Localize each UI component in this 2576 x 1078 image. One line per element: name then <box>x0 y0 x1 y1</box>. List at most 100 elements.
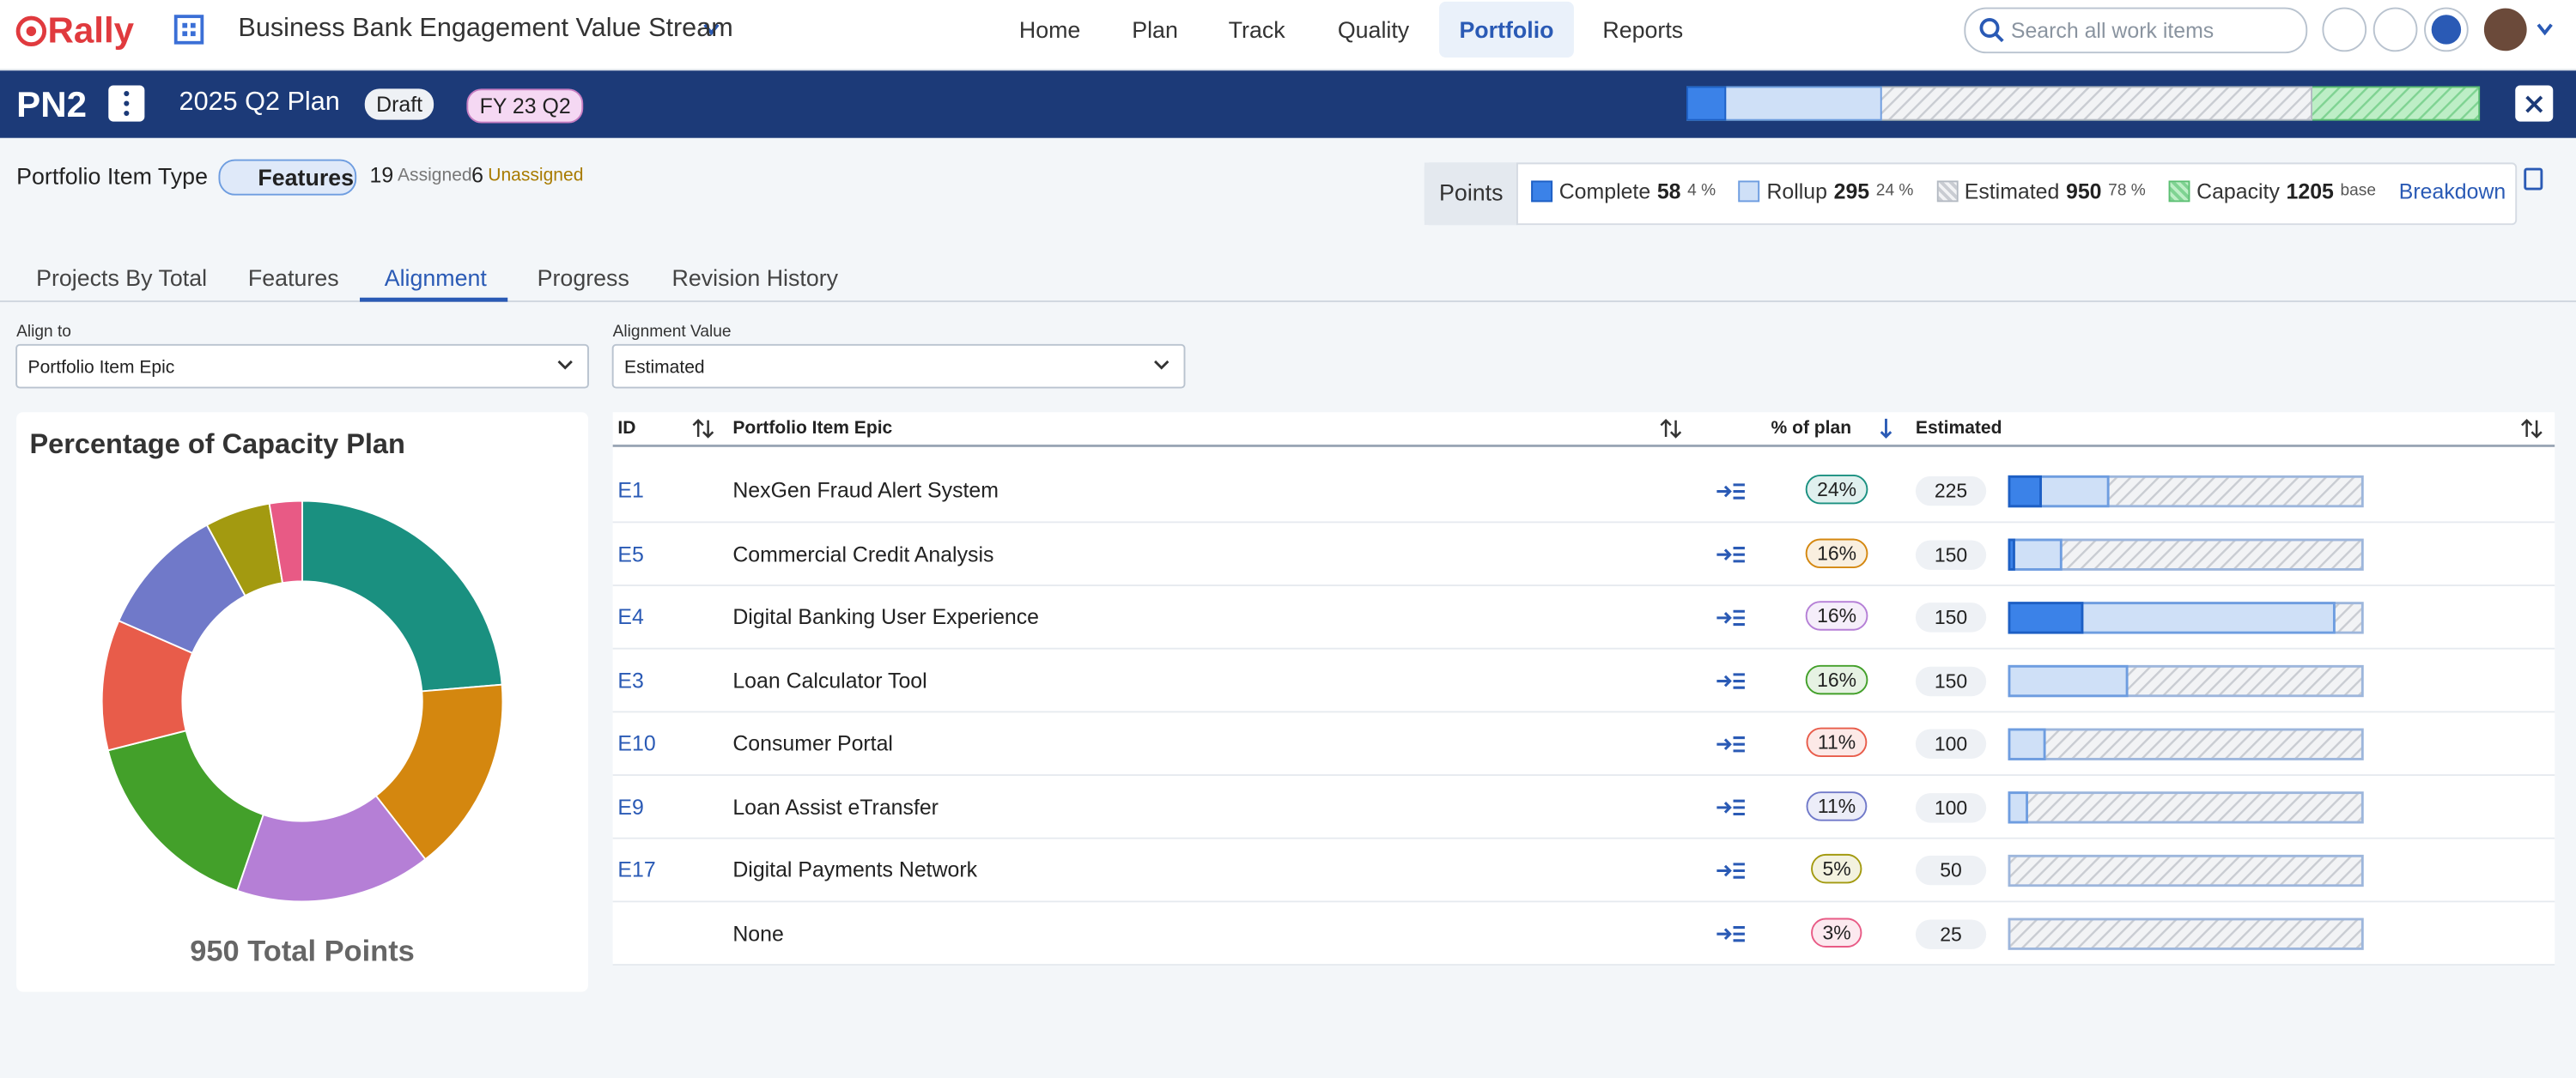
estimate-pill: 225 <box>1915 476 1987 506</box>
column-header[interactable]: Portfolio Item Epic <box>732 418 893 439</box>
nav-tab[interactable]: Plan <box>1132 16 1178 43</box>
row-id[interactable]: E5 <box>617 541 644 566</box>
tab[interactable]: Projects By Total <box>36 264 208 291</box>
align-icon[interactable] <box>1716 799 1745 816</box>
align-icon-path <box>1716 547 1745 563</box>
estimate-bar <box>2008 791 2364 824</box>
chart-title: Percentage of Capacity Plan <box>29 428 405 460</box>
complete-bar <box>2008 538 2015 571</box>
sort-desc-icon[interactable] <box>1880 418 1893 439</box>
legend-note: 4 % <box>1687 182 1716 201</box>
nav-tab[interactable]: Portfolio <box>1459 16 1554 43</box>
list-button[interactable] <box>2322 7 2367 52</box>
select-box[interactable] <box>611 343 1186 389</box>
complete-bar <box>2008 602 2084 634</box>
sort-icon[interactable] <box>2521 419 2543 439</box>
align-icon[interactable] <box>1716 926 1745 942</box>
row-id[interactable]: E3 <box>617 668 644 693</box>
avatar[interactable] <box>2483 8 2527 51</box>
legend-value: 58 <box>1656 179 1681 204</box>
filter-value[interactable]: Estimated <box>624 358 705 379</box>
tab[interactable]: Revision History <box>671 264 839 291</box>
donut-slice <box>268 500 304 584</box>
row-id[interactable]: E17 <box>617 857 656 882</box>
assigned-label: Assigned <box>398 166 472 186</box>
legend-swatch <box>1936 180 1959 203</box>
nav-tab[interactable]: Home <box>1018 16 1081 43</box>
align-icon[interactable] <box>1716 547 1745 563</box>
row-id[interactable]: E1 <box>617 478 644 503</box>
rollup-bar <box>2008 538 2063 571</box>
legend-note: 78 % <box>2108 182 2146 201</box>
filter-value[interactable]: Portfolio Item Epic <box>27 358 175 379</box>
row-name: Commercial Credit Analysis <box>732 541 994 566</box>
export-icon[interactable] <box>2524 167 2543 191</box>
nav-tab[interactable]: Reports <box>1602 16 1684 43</box>
percent-pill: 16% <box>1805 664 1868 694</box>
align-icon[interactable] <box>1716 673 1745 689</box>
select-caret <box>1154 360 1170 370</box>
item-type-label: Portfolio Item Type <box>16 162 208 190</box>
column-header[interactable]: Estimated <box>1915 418 2002 439</box>
item-type-pill[interactable] <box>218 159 357 196</box>
row-id[interactable]: E4 <box>617 604 644 630</box>
align-icon-path <box>1716 483 1745 500</box>
nav-tab[interactable]: Track <box>1228 16 1285 43</box>
building-icon[interactable] <box>173 15 204 45</box>
breakdown-link[interactable]: Breakdown <box>2398 179 2506 204</box>
active-tab-bg <box>1439 1 1574 58</box>
row-name: Digital Banking User Experience <box>732 604 1040 630</box>
rollup-bar <box>2008 728 2046 760</box>
total-value: 950 <box>190 934 240 967</box>
avatar-caret[interactable] <box>2537 23 2553 36</box>
item-type[interactable]: Features <box>258 164 355 191</box>
total-label: Total Points <box>247 934 415 967</box>
filter-label: Alignment Value <box>612 323 732 342</box>
select-box[interactable] <box>15 343 589 389</box>
align-icon-path <box>1716 609 1745 627</box>
align-icon[interactable] <box>1716 483 1745 500</box>
logo[interactable]: Rally <box>47 9 135 51</box>
row-id[interactable]: E10 <box>617 730 656 756</box>
tab[interactable]: Alignment <box>384 264 487 291</box>
workspace-caret[interactable] <box>703 23 720 36</box>
align-icon[interactable] <box>1716 863 1745 879</box>
legend-name: Rollup <box>1766 179 1827 204</box>
column-header[interactable]: ID <box>617 418 636 439</box>
legend-swatch <box>1738 180 1760 203</box>
legend-swatch <box>1531 180 1553 203</box>
timebox-pill: FY 23 Q2 <box>466 88 584 124</box>
column-header[interactable]: % of plan <box>1771 418 1852 439</box>
bot-button[interactable] <box>2372 7 2418 52</box>
percent-pill: 11% <box>1806 728 1868 758</box>
legend-name: Complete <box>1558 179 1651 204</box>
search-box[interactable] <box>1964 7 2308 54</box>
tab[interactable]: Progress <box>537 264 629 291</box>
align-icon-path <box>1716 863 1745 879</box>
align-icon[interactable] <box>1716 736 1745 753</box>
points-box <box>1424 162 2518 226</box>
donut-slice <box>106 730 264 892</box>
align-icon[interactable] <box>1716 609 1745 627</box>
search-placeholder[interactable]: Search all work items <box>2010 18 2215 43</box>
align-icon-path <box>1716 736 1745 753</box>
rollup-bar <box>2008 664 2129 698</box>
estimate-pill: 150 <box>1915 603 1987 633</box>
row-name: None <box>732 920 784 946</box>
tab-divider <box>0 300 2576 303</box>
legend-note: 24 % <box>1875 182 1914 201</box>
estimate-pill: 100 <box>1915 729 1987 760</box>
sort-icon[interactable] <box>692 419 714 439</box>
tab[interactable]: Features <box>247 264 339 291</box>
estimate-bar <box>2008 918 2364 950</box>
row-id[interactable]: E9 <box>617 794 644 820</box>
legend-item: Capacity 1205 base <box>2168 179 2376 203</box>
workspace[interactable]: Business Bank Engagement Value Stream <box>238 15 733 43</box>
sort-icon[interactable] <box>1660 419 1682 439</box>
estimate-pill: 25 <box>1915 918 1987 949</box>
nav-tab[interactable]: Quality <box>1337 16 1410 43</box>
search-icon <box>1979 18 2000 39</box>
align-icon-path <box>1716 799 1745 816</box>
